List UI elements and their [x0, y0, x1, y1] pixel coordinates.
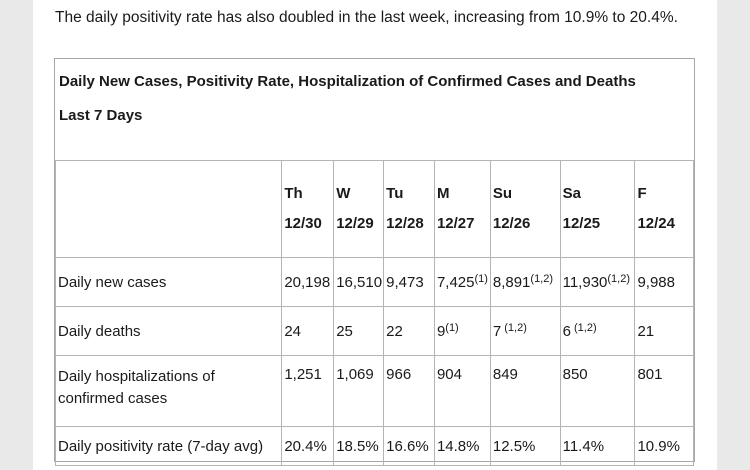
table-cell: 24 — [281, 306, 335, 356]
covid-stats-table-container: Daily New Cases, Positivity Rate, Hospit… — [54, 58, 695, 466]
table-cell: 904 — [433, 355, 491, 427]
table-cell: 22 — [383, 306, 435, 356]
table-cell: 8,891(1,2) — [489, 257, 561, 307]
stats-table: Th 12/30 W 12/29 Tu 12/28 M 12/27 Su 12/26 Sa… — [54, 160, 694, 466]
table-cell: 7 (1,2) — [489, 306, 561, 356]
table-cell: 849 — [489, 355, 561, 427]
header-blank-cell — [54, 160, 283, 258]
table-cell: 801 — [634, 355, 694, 427]
table-cell: 6 (1,2) — [559, 306, 636, 356]
article-page: The daily positivity rate has also doubl… — [33, 0, 717, 470]
table-row-daily-deaths: Daily deaths 24 25 22 9(1) 7 (1,2) 6 (1,… — [54, 306, 694, 356]
day-header: Sa 12/25 — [559, 160, 636, 258]
table-cell: 21 — [634, 306, 694, 356]
day-header: Su 12/26 — [489, 160, 561, 258]
table-cell: 1,251 — [281, 355, 335, 427]
table-cell: 11,930(1,2) — [559, 257, 636, 307]
table-subtitle: Last 7 Days — [59, 107, 143, 124]
table-cell: 10.9% — [634, 426, 694, 466]
table-cell: 9,988 — [634, 257, 694, 307]
day-header: Th 12/30 — [281, 160, 335, 258]
row-label: Daily hospitalizations of confirmed case… — [54, 355, 283, 427]
row-label: Daily new cases — [54, 257, 283, 307]
day-header: Tu 12/28 — [383, 160, 435, 258]
table-row-daily-new-cases: Daily new cases 20,198 16,510 9,473 7,42… — [54, 257, 694, 307]
day-header: M 12/27 — [433, 160, 491, 258]
row-label: Daily deaths — [54, 306, 283, 356]
table-cell: 12.5% — [489, 426, 561, 466]
day-header: W 12/29 — [333, 160, 385, 258]
table-cell: 18.5% — [333, 426, 385, 466]
table-cell: 1,069 — [333, 355, 385, 427]
day-header: F 12/24 — [634, 160, 694, 258]
table-cell: 14.8% — [433, 426, 491, 466]
table-cell: 25 — [333, 306, 385, 356]
table-cell: 16,510 — [333, 257, 385, 307]
table-row-daily-positivity-rate: Daily positivity rate (7-day avg) 20.4% … — [54, 426, 694, 466]
table-cell: 850 — [559, 355, 636, 427]
table-cell: 966 — [383, 355, 435, 427]
table-cell: 20.4% — [281, 426, 335, 466]
table-cell: 16.6% — [383, 426, 435, 466]
row-label: Daily positivity rate (7-day avg) — [54, 426, 283, 466]
table-cell: 7,425(1) — [433, 257, 491, 307]
table-cell: 20,198 — [281, 257, 335, 307]
table-title: Daily New Cases, Positivity Rate, Hospit… — [59, 73, 636, 90]
table-caption: Daily New Cases, Positivity Rate, Hospit… — [59, 71, 679, 127]
header-row: Th 12/30 W 12/29 Tu 12/28 M 12/27 Su 12/26 Sa… — [54, 160, 694, 258]
table-cell: 11.4% — [559, 426, 636, 466]
table-cell: 9,473 — [383, 257, 435, 307]
table-cell: 9(1) — [433, 306, 491, 356]
intro-paragraph: The daily positivity rate has also doubl… — [55, 9, 678, 26]
table-row-daily-hospitalizations: Daily hospitalizations of confirmed case… — [54, 355, 694, 427]
